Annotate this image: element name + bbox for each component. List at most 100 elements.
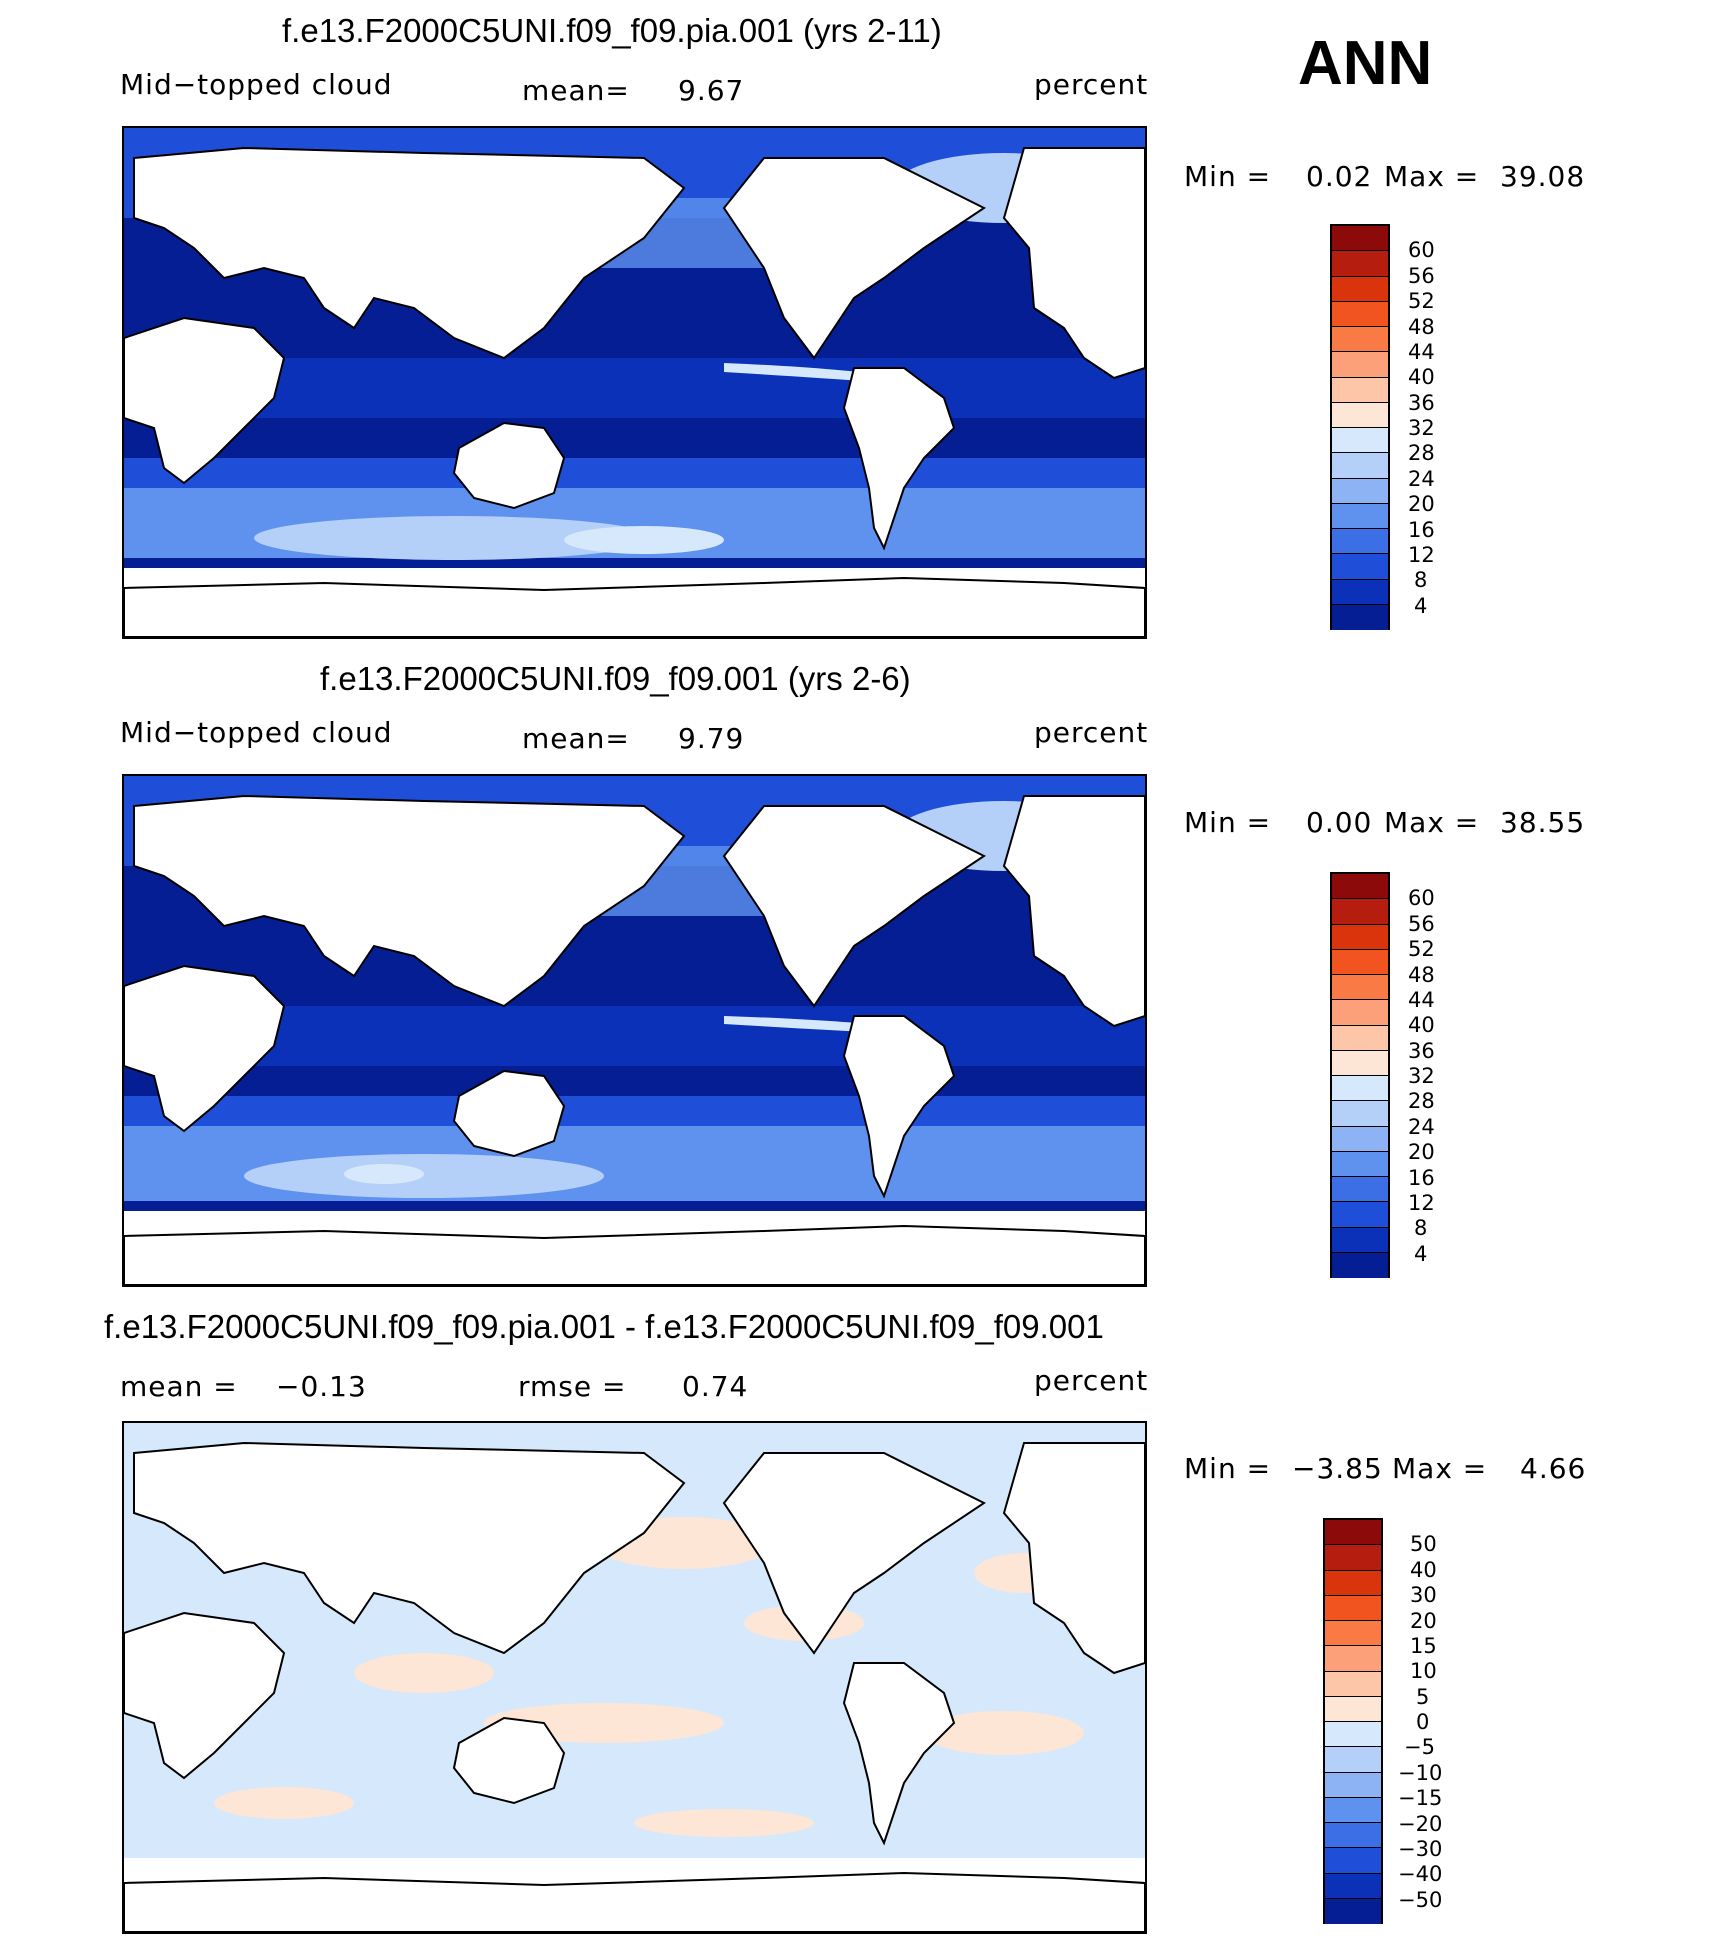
panel-3-colorbar bbox=[1323, 1518, 1383, 1924]
panel-3-rmse-value: 0.74 bbox=[682, 1370, 749, 1403]
panel-1-colorbar-swatch bbox=[1332, 251, 1388, 277]
panel-1-tick: 56 bbox=[1408, 264, 1435, 288]
panel-2-tick: 20 bbox=[1408, 1140, 1435, 1164]
panel-3-colorbar-swatch bbox=[1325, 1898, 1381, 1924]
panel-2-tick: 16 bbox=[1408, 1166, 1435, 1190]
panel-2-max-label: Max = bbox=[1384, 806, 1480, 839]
panel-2-colorbar-swatch bbox=[1332, 1000, 1388, 1026]
panel-1-mean-value: 9.67 bbox=[678, 74, 745, 107]
panel-1-colorbar-swatch bbox=[1332, 453, 1388, 479]
panel-2-colorbar-swatch bbox=[1332, 1025, 1388, 1051]
panel-1-tick: 52 bbox=[1408, 289, 1435, 313]
panel-2-mean-label: mean= bbox=[522, 722, 630, 755]
panel-2-tick: 28 bbox=[1408, 1089, 1435, 1113]
panel-3-colorbar-swatch bbox=[1325, 1696, 1381, 1722]
panel-1-colorbar-swatch bbox=[1332, 327, 1388, 353]
panel-2-tick: 40 bbox=[1408, 1013, 1435, 1037]
panel-1-colorbar-swatch bbox=[1332, 554, 1388, 580]
panel-2-max-value: 38.55 bbox=[1500, 806, 1586, 839]
panel-2-colorbar-swatch bbox=[1332, 1227, 1388, 1253]
panel-1-min-label: Min = bbox=[1184, 160, 1272, 193]
panel-3-tick: 5 bbox=[1416, 1685, 1430, 1709]
panel-1-variable-label: Mid−topped cloud bbox=[120, 68, 393, 101]
panel-3-tick: −15 bbox=[1398, 1786, 1443, 1810]
panel-3-tick: −40 bbox=[1398, 1862, 1443, 1886]
panel-3-rmse-label: rmse = bbox=[518, 1370, 627, 1403]
panel-3-colorbar-swatch bbox=[1325, 1545, 1381, 1571]
panel-3-colorbar-swatch bbox=[1325, 1520, 1381, 1546]
panel-3-colorbar-swatch bbox=[1325, 1570, 1381, 1596]
panel-3-mean-label: mean = bbox=[120, 1370, 238, 1403]
panel-1-colorbar-swatch bbox=[1332, 276, 1388, 302]
panel-3-tick: 50 bbox=[1410, 1532, 1437, 1556]
panel-3-colorbar-swatch bbox=[1325, 1873, 1381, 1899]
panel-3-tick: 10 bbox=[1410, 1659, 1437, 1683]
panel-1-colorbar-swatch bbox=[1332, 402, 1388, 428]
panel-2-tick: 12 bbox=[1408, 1191, 1435, 1215]
panel-1-colorbar-swatch bbox=[1332, 377, 1388, 403]
panel-1-tick: 20 bbox=[1408, 492, 1435, 516]
panel-1-tick: 60 bbox=[1408, 238, 1435, 262]
panel-2-colorbar-swatch bbox=[1332, 949, 1388, 975]
panel-1-tick: 24 bbox=[1408, 467, 1435, 491]
panel-3-colorbar-swatch bbox=[1325, 1747, 1381, 1773]
panel-2-colorbar-swatch bbox=[1332, 1101, 1388, 1127]
panel-2-tick: 44 bbox=[1408, 988, 1435, 1012]
panel-2-tick: 24 bbox=[1408, 1115, 1435, 1139]
panel-2-tick: 8 bbox=[1414, 1216, 1428, 1240]
panel-2-tick: 4 bbox=[1414, 1242, 1428, 1266]
panel-3-min-value: −3.85 bbox=[1292, 1452, 1383, 1485]
panel-1-tick: 12 bbox=[1408, 543, 1435, 567]
panel-3-tick: 40 bbox=[1410, 1558, 1437, 1582]
panel-1-mean-label: mean= bbox=[522, 74, 630, 107]
panel-2-colorbar-swatch bbox=[1332, 1050, 1388, 1076]
panel-1-tick: 40 bbox=[1408, 365, 1435, 389]
panel-1-tick: 4 bbox=[1414, 594, 1428, 618]
panel-3-colorbar-swatch bbox=[1325, 1621, 1381, 1647]
panel-3-tick: −50 bbox=[1398, 1888, 1443, 1912]
panel-3-title: f.e13.F2000C5UNI.f09_f09.pia.001 - f.e13… bbox=[104, 1308, 1104, 1345]
panel-3-tick: 0 bbox=[1416, 1710, 1430, 1734]
panel-1-colorbar-swatch bbox=[1332, 529, 1388, 555]
panel-2-colorbar-swatch bbox=[1332, 975, 1388, 1001]
panel-1-max-label: Max = bbox=[1384, 160, 1480, 193]
panel-3-colorbar-swatch bbox=[1325, 1595, 1381, 1621]
panel-2-min-label: Min = bbox=[1184, 806, 1272, 839]
panel-2-colorbar-swatch bbox=[1332, 1151, 1388, 1177]
panel-3-colorbar-swatch bbox=[1325, 1823, 1381, 1849]
panel-1-map bbox=[122, 126, 1147, 639]
panel-2-map-svg bbox=[124, 776, 1145, 1285]
panel-1-tick: 48 bbox=[1408, 315, 1435, 339]
panel-2-colorbar-swatch bbox=[1332, 1177, 1388, 1203]
panel-2-tick: 60 bbox=[1408, 886, 1435, 910]
panel-2-tick: 56 bbox=[1408, 912, 1435, 936]
panel-3-colorbar-swatch bbox=[1325, 1671, 1381, 1697]
panel-3-tick: −30 bbox=[1398, 1837, 1443, 1861]
panel-2-tick: 32 bbox=[1408, 1064, 1435, 1088]
panel-1-colorbar-swatch bbox=[1332, 352, 1388, 378]
panel-2-colorbar-swatch bbox=[1332, 899, 1388, 925]
panel-1-colorbar-swatch bbox=[1332, 478, 1388, 504]
panel-3-map-svg bbox=[124, 1423, 1145, 1932]
panel-1-units-label: percent bbox=[1034, 68, 1149, 101]
panel-1-tick: 32 bbox=[1408, 416, 1435, 440]
panel-2-colorbar bbox=[1330, 872, 1390, 1278]
panel-3-min-label: Min = bbox=[1184, 1452, 1272, 1485]
panel-2-map bbox=[122, 774, 1147, 1287]
panel-3-tick: 30 bbox=[1410, 1583, 1437, 1607]
panel-3-tick: −10 bbox=[1398, 1761, 1443, 1785]
panel-1-max-value: 39.08 bbox=[1500, 160, 1586, 193]
panel-2-units-label: percent bbox=[1034, 716, 1149, 749]
panel-3-units-label: percent bbox=[1034, 1364, 1149, 1397]
panel-1-colorbar-swatch bbox=[1332, 428, 1388, 454]
panel-2-tick: 52 bbox=[1408, 937, 1435, 961]
panel-3-colorbar-swatch bbox=[1325, 1772, 1381, 1798]
panel-2-min-value: 0.00 bbox=[1306, 806, 1373, 839]
panel-1-title: f.e13.F2000C5UNI.f09_f09.pia.001 (yrs 2-… bbox=[282, 12, 942, 49]
panel-2-colorbar-swatch bbox=[1332, 1252, 1388, 1278]
panel-1-tick: 8 bbox=[1414, 568, 1428, 592]
panel-1-map-svg bbox=[124, 128, 1145, 637]
panel-3-max-label: Max = bbox=[1392, 1452, 1488, 1485]
panel-3-colorbar-swatch bbox=[1325, 1848, 1381, 1874]
panel-1-colorbar-swatch bbox=[1332, 226, 1388, 252]
